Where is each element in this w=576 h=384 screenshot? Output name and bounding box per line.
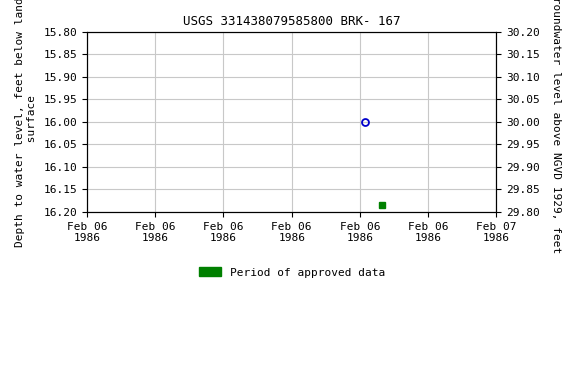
Y-axis label: Depth to water level, feet below land
 surface: Depth to water level, feet below land su… [15,0,37,247]
Legend: Period of approved data: Period of approved data [194,263,389,282]
Title: USGS 331438079585800 BRK- 167: USGS 331438079585800 BRK- 167 [183,15,400,28]
Y-axis label: Groundwater level above NGVD 1929, feet: Groundwater level above NGVD 1929, feet [551,0,561,253]
